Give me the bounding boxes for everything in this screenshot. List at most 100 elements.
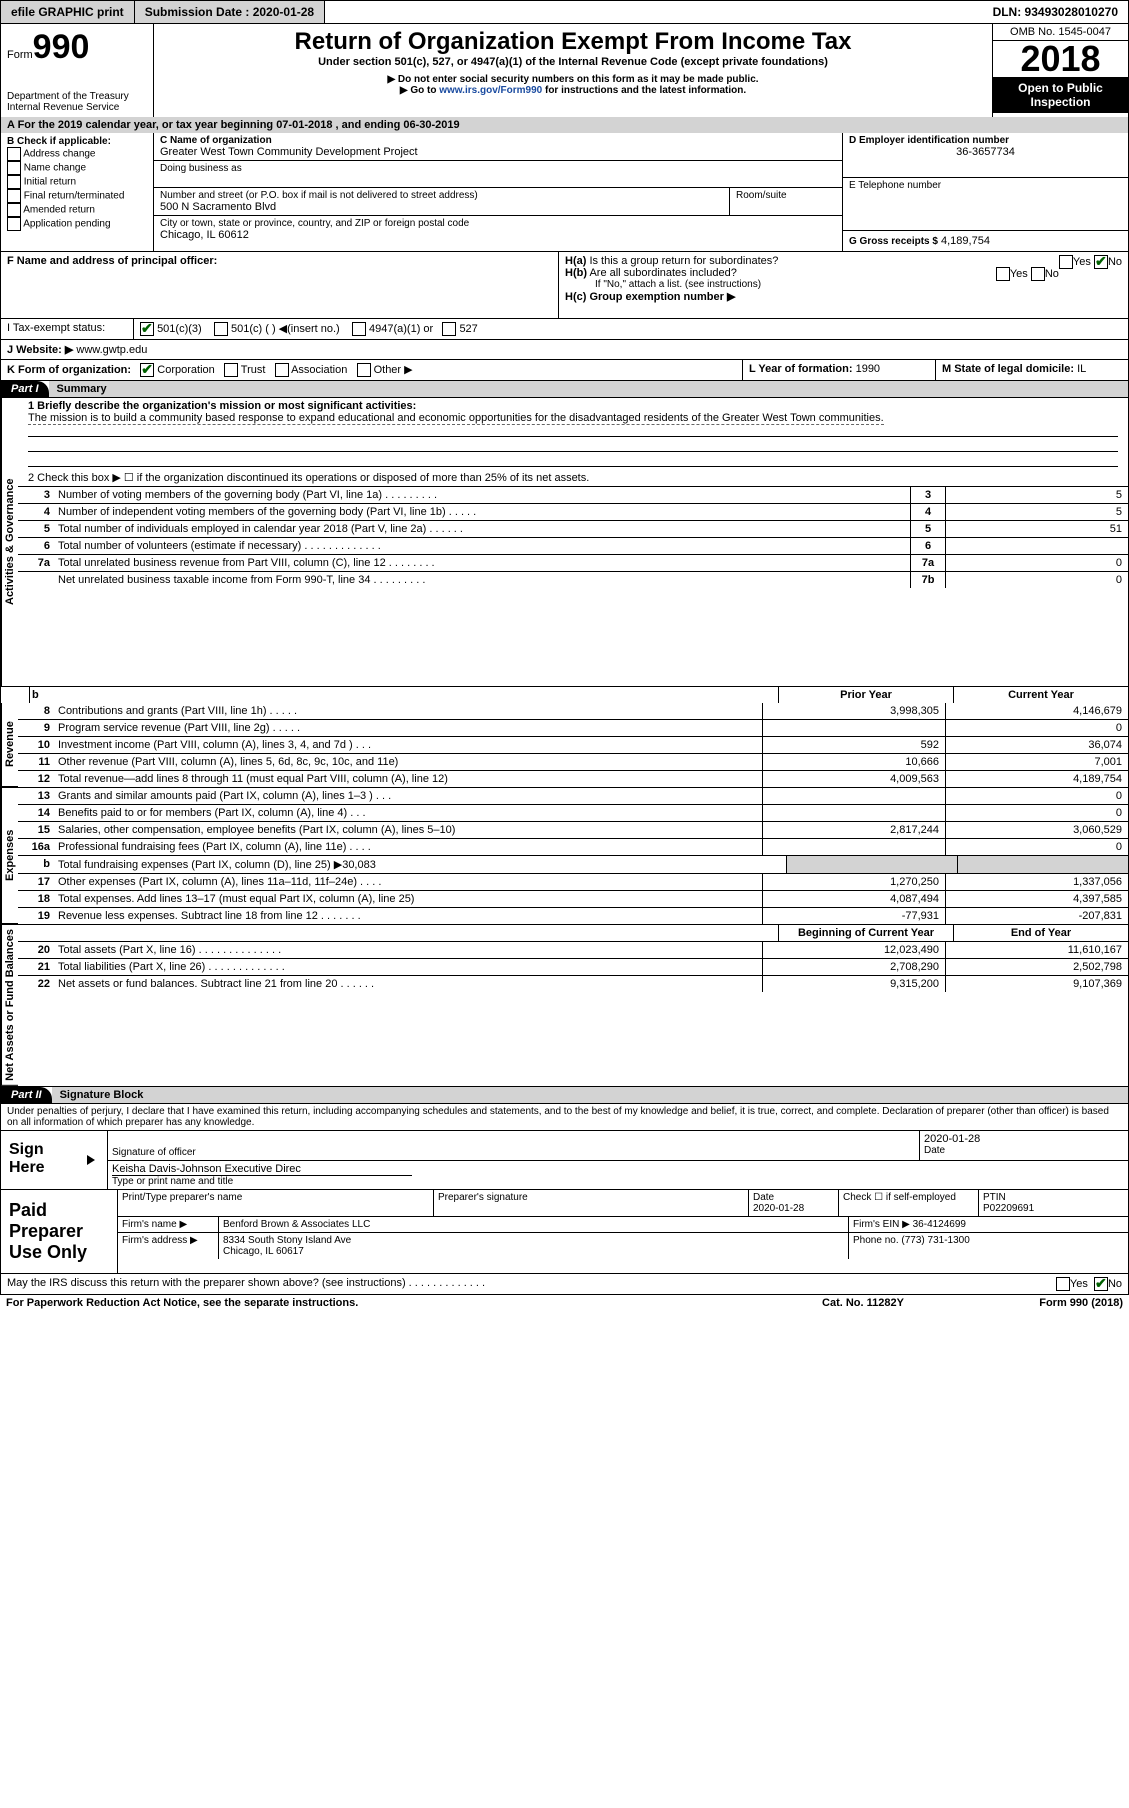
box-b-item[interactable]: Application pending <box>7 217 147 231</box>
firm-name-label: Firm's name ▶ <box>118 1217 218 1233</box>
irs-link[interactable]: www.irs.gov/Form990 <box>439 85 542 96</box>
h-c: H(c) Group exemption number ▶ <box>565 290 1122 303</box>
ssn-note: ▶ Do not enter social security numbers o… <box>158 74 988 85</box>
box-b-item[interactable]: Initial return <box>7 175 147 189</box>
irs-discuss: May the IRS discuss this return with the… <box>1 1274 1128 1294</box>
summary-row: 6Total number of volunteers (estimate if… <box>18 537 1128 554</box>
summary-row: 7aTotal unrelated business revenue from … <box>18 554 1128 571</box>
527-checkbox[interactable] <box>442 322 456 336</box>
dept-treasury: Department of the Treasury Internal Reve… <box>7 91 147 113</box>
part1-tab: Part I <box>1 381 49 397</box>
box-l: L Year of formation: 1990 <box>743 360 936 380</box>
assoc-checkbox[interactable] <box>275 363 289 377</box>
box-b-item[interactable]: Address change <box>7 147 147 161</box>
table-row: 12Total revenue—add lines 8 through 11 (… <box>18 771 1128 787</box>
table-row: 22Net assets or fund balances. Subtract … <box>18 976 1128 992</box>
form-ident: Form990 Department of the Treasury Inter… <box>1 24 154 117</box>
hb-no-checkbox[interactable] <box>1031 267 1045 281</box>
table-row: 20Total assets (Part X, line 16) . . . .… <box>18 942 1128 959</box>
prep-sig-label: Preparer's signature <box>433 1190 748 1217</box>
box-i-label: I Tax-exempt status: <box>1 319 134 339</box>
section-vertical-label: Net Assets or Fund Balances <box>1 925 18 1086</box>
part2-tab: Part II <box>1 1087 52 1103</box>
other-checkbox[interactable] <box>357 363 371 377</box>
firm-addr: 8334 South Stony Island AveChicago, IL 6… <box>218 1233 848 1259</box>
table-row: 21Total liabilities (Part X, line 26) . … <box>18 959 1128 976</box>
street-address: 500 N Sacramento Blvd <box>160 201 723 213</box>
form-title: Return of Organization Exempt From Incom… <box>158 28 988 56</box>
box-b: B Check if applicable: Address change Na… <box>1 133 154 251</box>
section: Revenue8Contributions and grants (Part V… <box>0 703 1129 788</box>
4947-checkbox[interactable] <box>352 322 366 336</box>
table-row: 13Grants and similar amounts paid (Part … <box>18 788 1128 805</box>
officer-name: Keisha Davis-Johnson Executive Direc <box>112 1163 412 1176</box>
prep-date: Date2020-01-28 <box>748 1190 838 1217</box>
pra-notice: For Paperwork Reduction Act Notice, see … <box>6 1297 763 1309</box>
ein: 36-3657734 <box>849 146 1122 158</box>
form-title-block: Return of Organization Exempt From Incom… <box>154 24 992 117</box>
sig-date-label: Date <box>924 1145 1124 1156</box>
box-j-label: J Website: ▶ <box>7 344 73 356</box>
part1-title: Summary <box>49 381 1128 397</box>
prep-name-label: Print/Type preparer's name <box>118 1190 433 1217</box>
section-vertical-label: Revenue <box>1 703 18 787</box>
part2-header: Part II Signature Block <box>0 1087 1129 1104</box>
summary-row: 5Total number of individuals employed in… <box>18 520 1128 537</box>
form-number: 990 <box>33 28 90 66</box>
room-suite: Room/suite <box>729 188 842 215</box>
firm-addr-label: Firm's address ▶ <box>118 1233 218 1259</box>
sign-arrow-icon <box>87 1155 95 1165</box>
section: Net Assets or Fund BalancesBeginning of … <box>0 925 1129 1087</box>
form-subtitle: Under section 501(c), 527, or 4947(a)(1)… <box>158 56 988 68</box>
table-row: 19Revenue less expenses. Subtract line 1… <box>18 908 1128 924</box>
summary-row: Net unrelated business taxable income fr… <box>18 571 1128 588</box>
box-f: F Name and address of principal officer: <box>7 255 217 267</box>
ha-no-checkbox[interactable] <box>1094 255 1108 269</box>
efile-button[interactable]: efile GRAPHIC print <box>1 1 135 23</box>
activities-governance-label: Activities & Governance <box>1 398 18 686</box>
form-footer: Form 990 (2018) <box>963 1297 1123 1309</box>
submission-date: Submission Date : 2020-01-28 <box>135 1 325 23</box>
irs-yes-checkbox[interactable] <box>1056 1277 1070 1291</box>
box-b-item[interactable]: Final return/terminated <box>7 189 147 203</box>
hb-yes-checkbox[interactable] <box>996 267 1010 281</box>
box-b-item[interactable]: Name change <box>7 161 147 175</box>
box-e-label: E Telephone number <box>849 180 1122 191</box>
table-row: 17Other expenses (Part IX, column (A), l… <box>18 874 1128 891</box>
trust-checkbox[interactable] <box>224 363 238 377</box>
part1-header: Part I Summary <box>0 381 1129 398</box>
table-row: 9Program service revenue (Part VIII, lin… <box>18 720 1128 737</box>
box-k: K Form of organization: Corporation Trus… <box>1 360 743 380</box>
section-vertical-label: Expenses <box>1 788 18 924</box>
box-b-title: B Check if applicable: <box>7 136 147 147</box>
perjury-decl: Under penalties of perjury, I declare th… <box>1 1104 1128 1130</box>
mission-text: The mission is to build a community base… <box>28 412 884 425</box>
box-b-item[interactable]: Amended return <box>7 203 147 217</box>
table-row: 16aProfessional fundraising fees (Part I… <box>18 839 1128 856</box>
box-m: M State of legal domicile: IL <box>936 360 1128 380</box>
irs-no-checkbox[interactable] <box>1094 1277 1108 1291</box>
city-state-zip: Chicago, IL 60612 <box>160 229 836 241</box>
table-row: 18Total expenses. Add lines 13–17 (must … <box>18 891 1128 908</box>
section: Expenses13Grants and similar amounts pai… <box>0 788 1129 925</box>
dba-label: Doing business as <box>160 163 836 174</box>
501c3-checkbox[interactable] <box>140 322 154 336</box>
part2-title: Signature Block <box>52 1087 1128 1103</box>
501c-checkbox[interactable] <box>214 322 228 336</box>
tax-exempt-status: 501(c)(3) 501(c) ( ) ◀(insert no.) 4947(… <box>134 319 1128 339</box>
line-1: 1 Briefly describe the organization's mi… <box>18 398 1128 469</box>
sign-here-label: Sign Here <box>1 1131 87 1189</box>
firm-name: Benford Brown & Associates LLC <box>218 1217 848 1233</box>
corp-checkbox[interactable] <box>140 363 154 377</box>
goto-note: ▶ Go to www.irs.gov/Form990 for instruct… <box>158 85 988 96</box>
prep-self-emp: Check ☐ if self-employed <box>838 1190 978 1217</box>
ha-yes-checkbox[interactable] <box>1059 255 1073 269</box>
tax-year: 2018 <box>993 41 1128 77</box>
table-row: bTotal fundraising expenses (Part IX, co… <box>18 856 1128 874</box>
footer: For Paperwork Reduction Act Notice, see … <box>0 1295 1129 1311</box>
table-row: 8Contributions and grants (Part VIII, li… <box>18 703 1128 720</box>
box-d-label: D Employer identification number <box>849 135 1122 146</box>
dln: DLN: 93493028010270 <box>983 1 1128 23</box>
type-name-label: Type or print name and title <box>112 1176 1124 1187</box>
street-label: Number and street (or P.O. box if mail i… <box>160 190 723 201</box>
